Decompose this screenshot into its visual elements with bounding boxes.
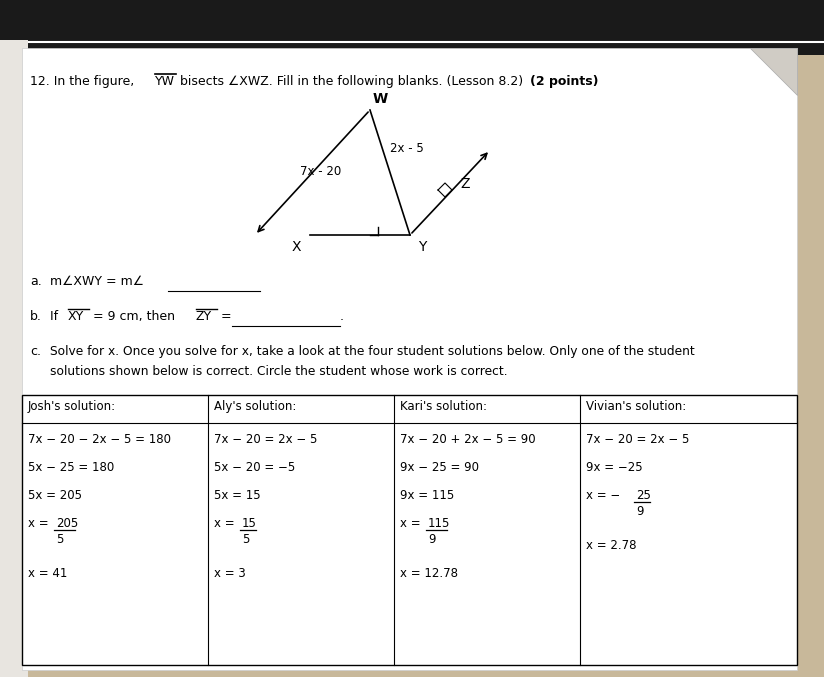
Text: If: If: [50, 310, 62, 323]
Text: 9: 9: [428, 533, 436, 546]
Text: X: X: [292, 240, 302, 254]
Text: x = 41: x = 41: [28, 567, 68, 580]
Text: .: .: [340, 310, 344, 323]
Text: x =: x =: [28, 517, 53, 530]
Text: Vivian's solution:: Vivian's solution:: [586, 400, 686, 413]
Text: x =: x =: [400, 517, 424, 530]
Bar: [22, 395, 797, 665]
Text: =: =: [217, 310, 232, 323]
Text: 9x = 115: 9x = 115: [400, 489, 454, 502]
Text: 7x − 20 − 2x − 5 = 180: 7x − 20 − 2x − 5 = 180: [28, 433, 171, 446]
Text: YW: YW: [155, 75, 175, 88]
Text: x =: x =: [214, 517, 238, 530]
Text: c.: c.: [30, 345, 41, 358]
Text: 9: 9: [636, 505, 644, 518]
Text: = 9 cm, then: = 9 cm, then: [89, 310, 179, 323]
Text: 25: 25: [636, 489, 651, 502]
Polygon shape: [750, 48, 797, 95]
Text: 7x − 20 = 2x − 5: 7x − 20 = 2x − 5: [214, 433, 317, 446]
Text: 205: 205: [56, 517, 78, 530]
Text: Kari's solution:: Kari's solution:: [400, 400, 487, 413]
Text: (2 points): (2 points): [530, 75, 598, 88]
Text: 9x − 25 = 90: 9x − 25 = 90: [400, 461, 479, 474]
Text: Y: Y: [418, 240, 426, 254]
Text: 12. In the figure,: 12. In the figure,: [30, 75, 138, 88]
Bar: [0, 40, 28, 677]
Text: x = −: x = −: [586, 489, 620, 502]
Text: 7x − 20 = 2x − 5: 7x − 20 = 2x − 5: [586, 433, 690, 446]
Text: ZY: ZY: [196, 310, 212, 323]
Text: 5x − 20 = −5: 5x − 20 = −5: [214, 461, 295, 474]
Text: 5x − 25 = 180: 5x − 25 = 180: [28, 461, 115, 474]
Text: 7x − 20 + 2x − 5 = 90: 7x − 20 + 2x − 5 = 90: [400, 433, 536, 446]
Text: x = 3: x = 3: [214, 567, 246, 580]
Text: 115: 115: [428, 517, 451, 530]
Text: a.: a.: [30, 275, 42, 288]
Text: 5: 5: [56, 533, 63, 546]
Text: XY: XY: [68, 310, 84, 323]
Text: x = 12.78: x = 12.78: [400, 567, 458, 580]
Text: 9x = −25: 9x = −25: [586, 461, 643, 474]
Text: m∠XWY = m∠: m∠XWY = m∠: [50, 275, 144, 288]
Text: Aly's solution:: Aly's solution:: [214, 400, 297, 413]
Text: Solve for x. Once you solve for x, take a look at the four student solutions bel: Solve for x. Once you solve for x, take …: [50, 345, 695, 358]
Text: 7x - 20: 7x - 20: [300, 165, 341, 178]
Text: 5x = 15: 5x = 15: [214, 489, 260, 502]
Text: Josh's solution:: Josh's solution:: [28, 400, 116, 413]
Text: bisects ∠XWZ. Fill in the following blanks. (Lesson 8.2): bisects ∠XWZ. Fill in the following blan…: [176, 75, 527, 88]
Text: solutions shown below is correct. Circle the student whose work is correct.: solutions shown below is correct. Circle…: [50, 365, 508, 378]
Text: x = 2.78: x = 2.78: [586, 540, 636, 552]
Text: 15: 15: [242, 517, 257, 530]
Text: 5x = 205: 5x = 205: [28, 489, 82, 502]
Text: W: W: [373, 92, 388, 106]
Text: b.: b.: [30, 310, 42, 323]
Text: 2x - 5: 2x - 5: [390, 142, 424, 155]
Text: Z: Z: [460, 177, 470, 191]
Text: 5: 5: [242, 533, 250, 546]
Bar: [0, 0, 824, 55]
